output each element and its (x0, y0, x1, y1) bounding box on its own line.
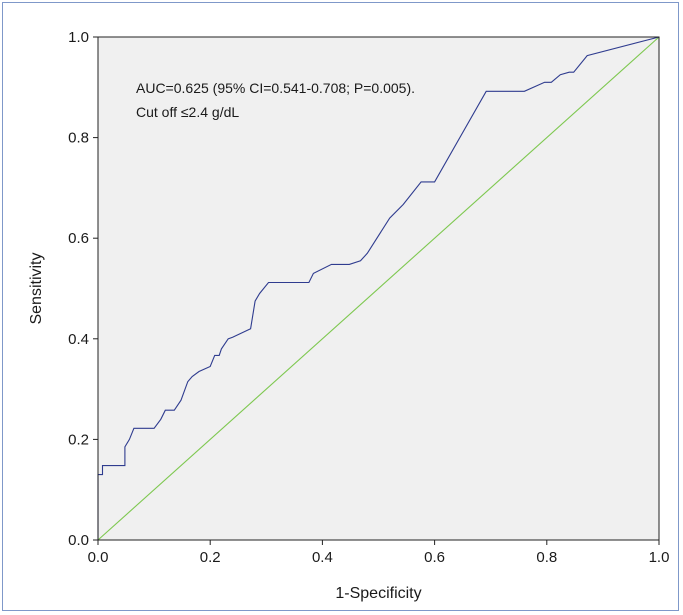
y-tick-label: 1.0 (68, 29, 89, 46)
axes: 0.0 0.2 0.4 0.6 0.8 1.0 0.0 0.2 0.4 0.6 0.8 1.0 (68, 29, 669, 566)
y-tick-label: 0.8 (68, 130, 89, 147)
x-axis-label: 1-Specificity (335, 585, 421, 602)
reference-line (97, 36, 660, 541)
plot-border (97, 36, 660, 541)
cutoff-annotation: Cut off ≤2.4 g/dL (136, 104, 239, 120)
y-tick-label: 0.4 (68, 331, 89, 348)
x-tick-label: 0.6 (424, 549, 445, 566)
x-tick-label: 0.0 (88, 549, 109, 566)
auc-annotation: AUC=0.625 (95% CI=0.541-0.708; P=0.005). (136, 80, 415, 96)
y-tick-label: 0.6 (68, 230, 89, 247)
x-tick-label: 0.8 (536, 549, 557, 566)
x-tick-label: 0.2 (200, 549, 221, 566)
roc-curve (97, 36, 660, 540)
y-axis-label: Sensitivity (28, 252, 45, 324)
y-tick-label: 0.2 (68, 431, 89, 448)
series-layer (97, 36, 660, 541)
x-tick-label: 0.4 (312, 549, 333, 566)
x-tick-label: 1.0 (649, 549, 670, 566)
y-tick-label: 0.0 (68, 532, 89, 549)
